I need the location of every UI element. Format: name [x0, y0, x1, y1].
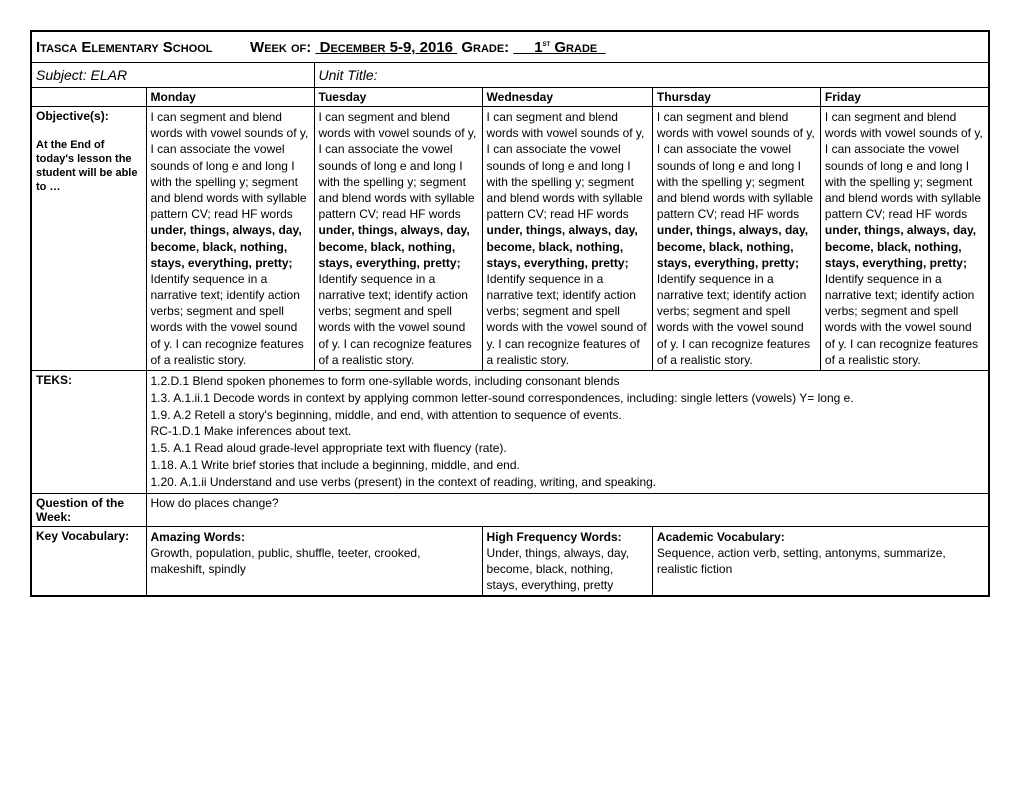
- day-wednesday: Wednesday: [482, 88, 652, 107]
- vocab-hf: High Frequency Words: Under, things, alw…: [482, 526, 652, 596]
- day-monday: Monday: [146, 88, 314, 107]
- week-of-label: Week of:: [250, 39, 311, 56]
- question-content: How do places change?: [146, 493, 989, 526]
- day-header-row: Monday Tuesday Wednesday Thursday Friday: [31, 88, 989, 107]
- question-label: Question of the Week:: [31, 493, 146, 526]
- teks-label: TEKS:: [31, 371, 146, 494]
- blank-cell: [31, 88, 146, 107]
- vocab-amazing: Amazing Words: Growth, population, publi…: [146, 526, 482, 596]
- objectives-label-cell: Objective(s): At the End of today's less…: [31, 107, 146, 371]
- vocab-academic: Academic Vocabulary: Sequence, action ve…: [652, 526, 989, 596]
- objectives-row: Objective(s): At the End of today's less…: [31, 107, 989, 371]
- week-value: December 5-9, 2016: [315, 39, 457, 56]
- vocab-label: Key Vocabulary:: [31, 526, 146, 596]
- header-cell: Itasca Elementary School Week of: Decemb…: [31, 31, 989, 63]
- header-row: Itasca Elementary School Week of: Decemb…: [31, 31, 989, 63]
- objective-thursday: I can segment and blend words with vowel…: [652, 107, 820, 371]
- day-thursday: Thursday: [652, 88, 820, 107]
- question-row: Question of the Week: How do places chan…: [31, 493, 989, 526]
- grade-value: 1st Grade: [513, 39, 605, 56]
- objective-wednesday: I can segment and blend words with vowel…: [482, 107, 652, 371]
- objective-friday: I can segment and blend words with vowel…: [820, 107, 989, 371]
- objective-tuesday: I can segment and blend words with vowel…: [314, 107, 482, 371]
- day-friday: Friday: [820, 88, 989, 107]
- subject-row: Subject: ELAR Unit Title:: [31, 63, 989, 88]
- objective-monday: I can segment and blend words with vowel…: [146, 107, 314, 371]
- unit-title-cell: Unit Title:: [314, 63, 989, 88]
- day-tuesday: Tuesday: [314, 88, 482, 107]
- teks-content: 1.2.D.1 Blend spoken phonemes to form on…: [146, 371, 989, 494]
- vocab-row: Key Vocabulary: Amazing Words: Growth, p…: [31, 526, 989, 596]
- grade-label: Grade:: [461, 39, 509, 56]
- teks-row: TEKS: 1.2.D.1 Blend spoken phonemes to f…: [31, 371, 989, 494]
- lesson-plan-table: Itasca Elementary School Week of: Decemb…: [30, 30, 990, 597]
- school-name: Itasca Elementary School: [36, 39, 213, 56]
- subject-cell: Subject: ELAR: [31, 63, 314, 88]
